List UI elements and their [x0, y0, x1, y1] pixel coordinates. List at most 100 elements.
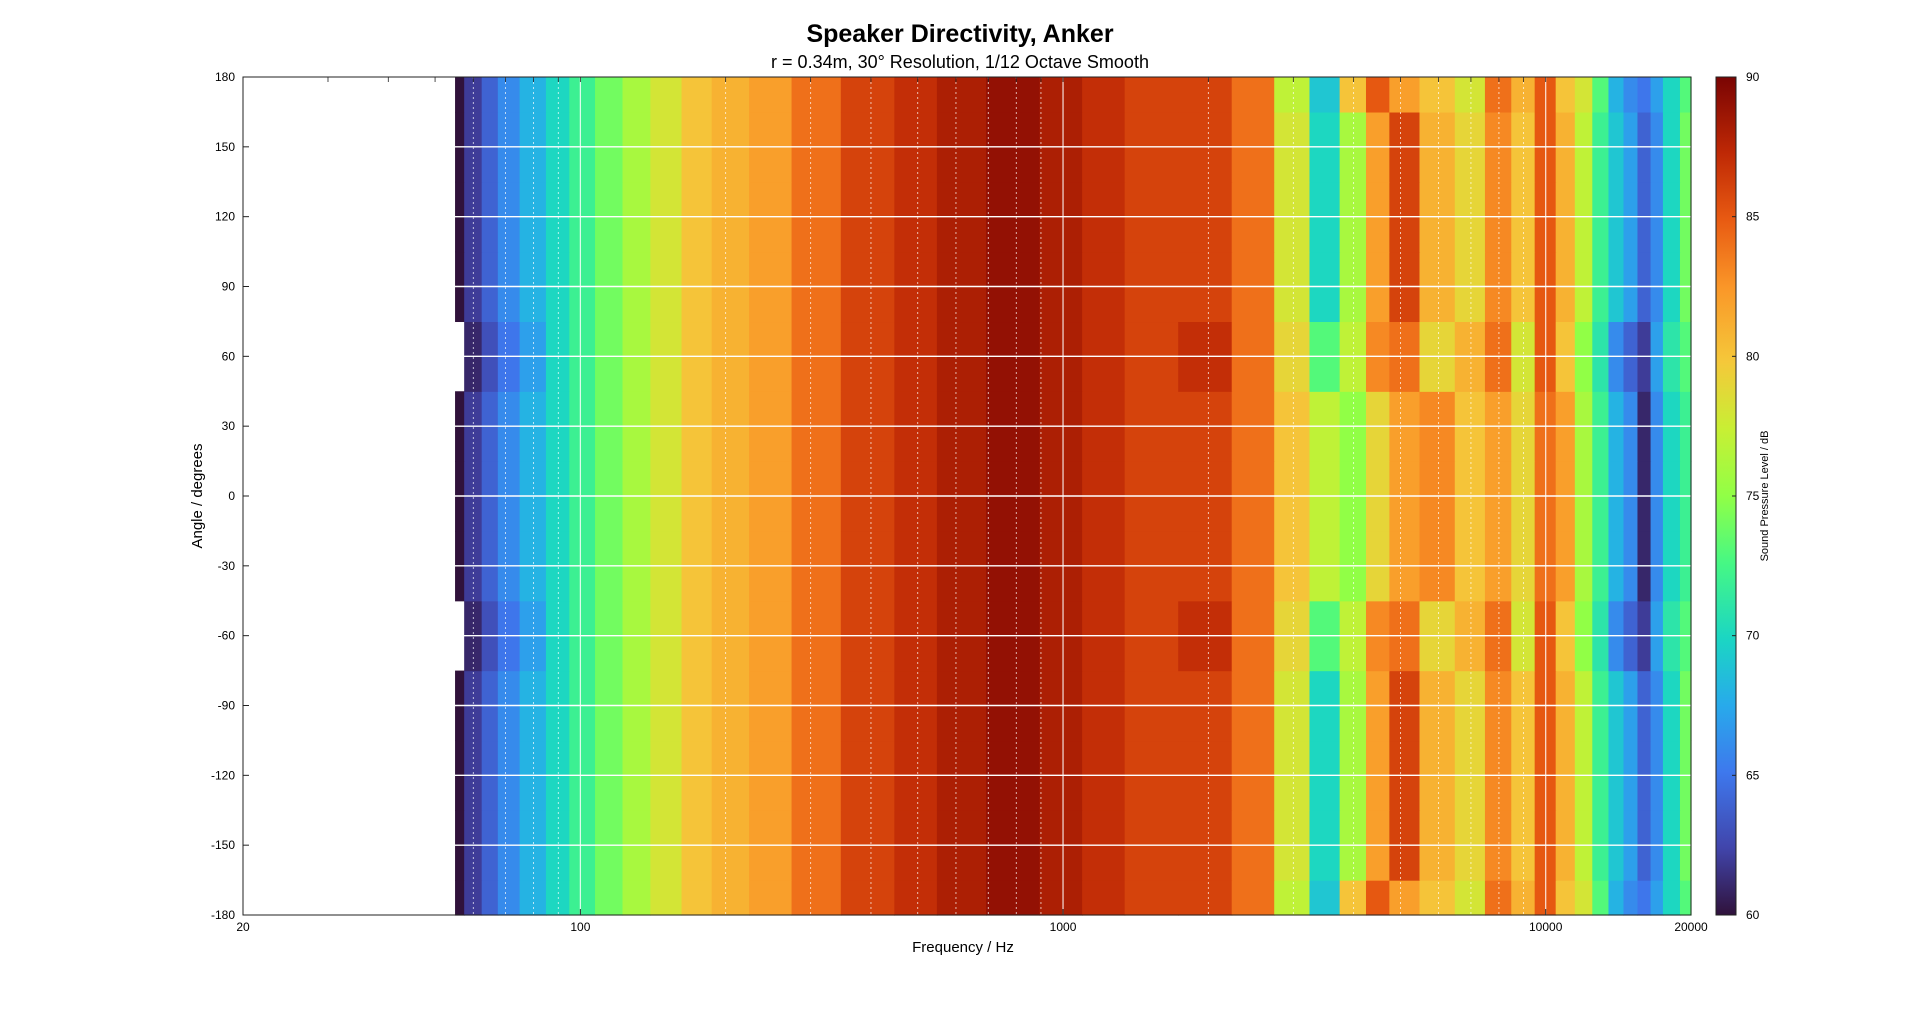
- heatmap-cell: [1124, 77, 1179, 113]
- heatmap-cell: [650, 77, 683, 113]
- heatmap-cell: [681, 77, 713, 113]
- heatmap-cell: [936, 880, 987, 916]
- y-tick-label: -30: [218, 559, 236, 573]
- heatmap-cell: [545, 77, 570, 113]
- heatmap-cell: [1389, 77, 1421, 113]
- grid: [243, 77, 1691, 915]
- heatmap-cell: [711, 880, 750, 916]
- heatmap-cell: [622, 880, 651, 916]
- x-tick-label: 1000: [1050, 920, 1077, 934]
- heatmap-cell: [1511, 77, 1536, 113]
- y-tick-label: 60: [222, 349, 236, 363]
- heatmap-cell: [1662, 880, 1681, 916]
- heatmap-cell: [1650, 77, 1664, 113]
- heatmap-cell: [1082, 77, 1126, 113]
- heatmap-cell: [711, 77, 750, 113]
- heatmap-cell: [481, 880, 499, 916]
- heatmap-cell: [1274, 77, 1311, 113]
- heatmap-cell: [1679, 880, 1692, 916]
- colorbar-tick-label: 90: [1746, 70, 1760, 84]
- heatmap-cell: [1365, 77, 1390, 113]
- heatmap-cell: [497, 77, 521, 113]
- heatmap-cell: [595, 880, 624, 916]
- heatmap-cell: [455, 880, 465, 916]
- colorbar-tick-label: 75: [1746, 489, 1760, 503]
- y-tick-label: 90: [222, 280, 236, 294]
- heatmap-cell: [622, 77, 651, 113]
- heatmap-cell: [1178, 77, 1233, 113]
- heatmap-cell: [1484, 880, 1512, 916]
- heatmap-cell: [1231, 880, 1275, 916]
- heatmap-cell: [936, 77, 987, 113]
- heatmap-cell: [1592, 77, 1610, 113]
- colorbar-tick-label: 65: [1746, 768, 1760, 782]
- heatmap-cell: [497, 880, 521, 916]
- heatmap-cell: [791, 77, 842, 113]
- heatmap-cell: [595, 77, 624, 113]
- chart-title: Speaker Directivity, Anker: [806, 20, 1113, 48]
- heatmap-cell: [1124, 880, 1179, 916]
- colorbar-tick-label: 60: [1746, 908, 1760, 922]
- heatmap-cell: [986, 880, 1041, 916]
- heatmap-cell: [1608, 77, 1625, 113]
- heatmap-cell: [840, 880, 895, 916]
- heatmap-cell: [791, 880, 842, 916]
- chart-subtitle: r = 0.34m, 30° Resolution, 1/12 Octave S…: [771, 52, 1149, 72]
- heatmap-cell: [1574, 77, 1593, 113]
- heatmap-cell: [1231, 77, 1275, 113]
- heatmap-cell: [650, 880, 683, 916]
- heatmap-cell: [1274, 880, 1311, 916]
- heatmap-cell: [1178, 880, 1233, 916]
- x-tick-label: 20000: [1674, 920, 1708, 934]
- heatmap-cell: [1679, 77, 1692, 113]
- x-axis-label: Frequency / Hz: [912, 939, 1014, 956]
- heatmap-cell: [569, 880, 596, 916]
- heatmap-cell: [1039, 77, 1083, 113]
- heatmap-cell: [481, 77, 499, 113]
- heatmap-cell: [1637, 880, 1652, 916]
- heatmap-cell: [1365, 880, 1390, 916]
- heatmap-cell: [1419, 880, 1456, 916]
- heatmap-cell: [840, 77, 895, 113]
- heatmap-cell: [1555, 880, 1576, 916]
- heatmap-cell: [894, 880, 938, 916]
- heatmap-cell: [1309, 880, 1341, 916]
- heatmap-cell: [749, 77, 793, 113]
- heatmap-cell: [1574, 880, 1593, 916]
- heatmap-cell: [1454, 880, 1486, 916]
- heatmap-cell: [569, 77, 596, 113]
- heatmap-cell: [986, 77, 1041, 113]
- heatmap-cell: [681, 880, 713, 916]
- y-tick-label: 120: [215, 210, 235, 224]
- heatmap-cell: [1309, 77, 1341, 113]
- colorbar: 90 85 80 75 70 65 60: [1715, 70, 1760, 922]
- heatmap-cell: [1623, 880, 1639, 916]
- x-tick-label: 20: [236, 920, 250, 934]
- y-tick-label: 0: [228, 489, 235, 503]
- y-tick-label: -150: [211, 838, 235, 852]
- heatmap-cell: [519, 880, 547, 916]
- heatmap-cell: [1555, 77, 1576, 113]
- y-axis-label: Angle / degrees: [189, 443, 206, 548]
- heatmap-cell: [1484, 77, 1512, 113]
- y-tick-label: 30: [222, 419, 236, 433]
- heatmap-cell: [464, 77, 483, 113]
- heatmap-cell: [1662, 77, 1681, 113]
- y-tick-label: -120: [211, 768, 235, 782]
- heatmap-cell: [1339, 77, 1367, 113]
- y-tick-label: 150: [215, 140, 235, 154]
- x-tick-label: 100: [570, 920, 590, 934]
- heatmap-cell: [1389, 880, 1421, 916]
- heatmap-cell: [1082, 880, 1126, 916]
- y-tick-label: -60: [218, 629, 236, 643]
- heatmap-cell: [1637, 77, 1652, 113]
- heatmap-cell: [749, 880, 793, 916]
- heatmap-cell: [519, 77, 547, 113]
- y-tick-label: -180: [211, 908, 235, 922]
- heatmap-cell: [894, 77, 938, 113]
- y-tick-label: 180: [215, 70, 235, 84]
- colorbar-tick-label: 70: [1746, 629, 1760, 643]
- heatmap-cell: [1608, 880, 1625, 916]
- heatmap-cell: [1419, 77, 1456, 113]
